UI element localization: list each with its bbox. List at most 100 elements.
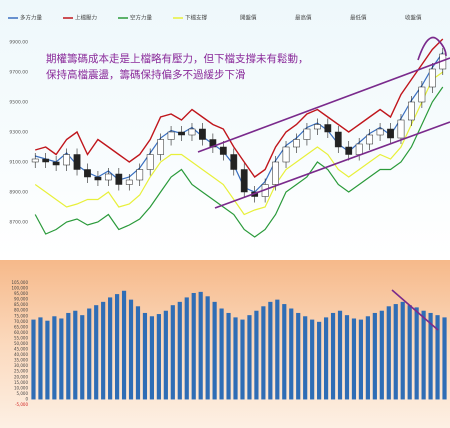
bar (45, 320, 50, 400)
line-series (34, 86, 444, 238)
bar (121, 290, 127, 400)
bar (310, 319, 315, 400)
bar (226, 312, 231, 400)
y-tick-label: 95,000 (14, 291, 28, 296)
line-series (35, 52, 444, 193)
candle-body (178, 131, 185, 136)
y-tick-label: 75,000 (14, 313, 28, 318)
candle-body (230, 154, 238, 170)
y-tick-label: 105,000 (11, 280, 28, 285)
bar (38, 317, 43, 400)
bar (114, 294, 120, 400)
bar (212, 301, 217, 400)
candle-body (146, 154, 154, 170)
y-tick-label: 9900.00 (9, 40, 28, 46)
y-tick-label: 25,000 (14, 369, 28, 374)
line-series (34, 71, 444, 216)
bar (268, 301, 273, 400)
trend-channel (197, 36, 450, 331)
bar (303, 316, 308, 400)
legend-label: 開盤價 (240, 14, 257, 22)
bar (254, 310, 259, 400)
annotation: 期權籌碼成本走是上檔略有壓力，但下檔支撐未有鬆動， (46, 52, 309, 65)
y-tick-label: 80,000 (14, 308, 28, 313)
candle-body (94, 176, 102, 181)
bar (400, 301, 405, 400)
bar (198, 291, 203, 400)
candle-body (199, 128, 206, 140)
candle-body (345, 146, 353, 155)
bar (442, 317, 447, 400)
price-chart: 多方力量 上檔壓力 空方力量 下檔支撐 開盤價 最高價 最低價 收盤價 9900.00 9700.… (8, 14, 447, 238)
y-tick-label: 35,000 (14, 358, 28, 363)
legend-label: 多方力量 (20, 14, 43, 22)
bar (358, 319, 364, 400)
y-tick-label: 100,000 (11, 286, 28, 291)
candle-body (219, 146, 227, 155)
bar (379, 310, 384, 400)
bar (289, 308, 294, 400)
bar (407, 305, 412, 400)
y-tick-label: 9100.00 (9, 160, 28, 166)
candle-body (167, 131, 175, 140)
candle-body (334, 131, 342, 148)
y-tick-label: 40,000 (14, 352, 28, 357)
candle-body (313, 124, 321, 130)
y-tick-label: 20,000 (14, 374, 28, 379)
candle-body (42, 158, 50, 163)
candle-body (136, 169, 144, 181)
line-series (35, 38, 444, 178)
candle-body (84, 169, 91, 178)
y-tick-label: 8700.00 (9, 220, 28, 226)
bar (386, 306, 391, 400)
bar (330, 312, 336, 400)
bar (351, 318, 357, 400)
y-tick-label: 8900.00 (9, 190, 28, 196)
y-tick-label: 5,000 (17, 391, 29, 396)
volume-chart: 105,000100,00095,00090,00085,00080,00075… (11, 280, 447, 407)
bar (261, 306, 266, 400)
bar (149, 316, 155, 400)
bar (80, 315, 85, 400)
bar (435, 315, 440, 400)
candle-body (366, 134, 374, 145)
y-tick-label: 9700.00 (9, 70, 28, 76)
top-panel (0, 0, 450, 258)
y-tick-label: 70,000 (14, 319, 28, 324)
legend-label: 上檔壓力 (75, 14, 97, 22)
y-tick-label: 15,000 (14, 380, 28, 385)
candle-body (115, 173, 123, 185)
candle-body (73, 154, 81, 170)
bar (31, 319, 36, 400)
candle-body (272, 161, 279, 185)
y-tick-label: 85,000 (14, 302, 28, 307)
annotation: 保持高檔震盪，籌碼保持偏多不過緩步下滑 (46, 68, 246, 81)
candle-body (188, 128, 196, 136)
bar (101, 301, 106, 400)
bar (365, 316, 370, 400)
bar (337, 310, 343, 400)
bar (233, 317, 238, 400)
y-tick-label: -5,000 (15, 402, 28, 407)
legend-label: 最低價 (350, 14, 367, 22)
bar (191, 292, 196, 400)
candle-body (157, 139, 165, 155)
candle-body (282, 146, 290, 163)
bar (163, 310, 168, 400)
y-tick-label: 55,000 (14, 335, 28, 340)
bar (184, 297, 189, 400)
bar (177, 301, 182, 400)
bar (323, 317, 329, 400)
bar (73, 310, 78, 400)
y-tick-label: 90,000 (14, 297, 28, 302)
candle-body (240, 169, 248, 193)
bar (219, 308, 224, 400)
bar (52, 316, 57, 400)
candle-body (52, 161, 60, 166)
candle-body (324, 124, 332, 133)
bar (247, 315, 252, 400)
candle-body (303, 128, 311, 140)
candle-body (125, 179, 133, 185)
bar (94, 305, 99, 400)
